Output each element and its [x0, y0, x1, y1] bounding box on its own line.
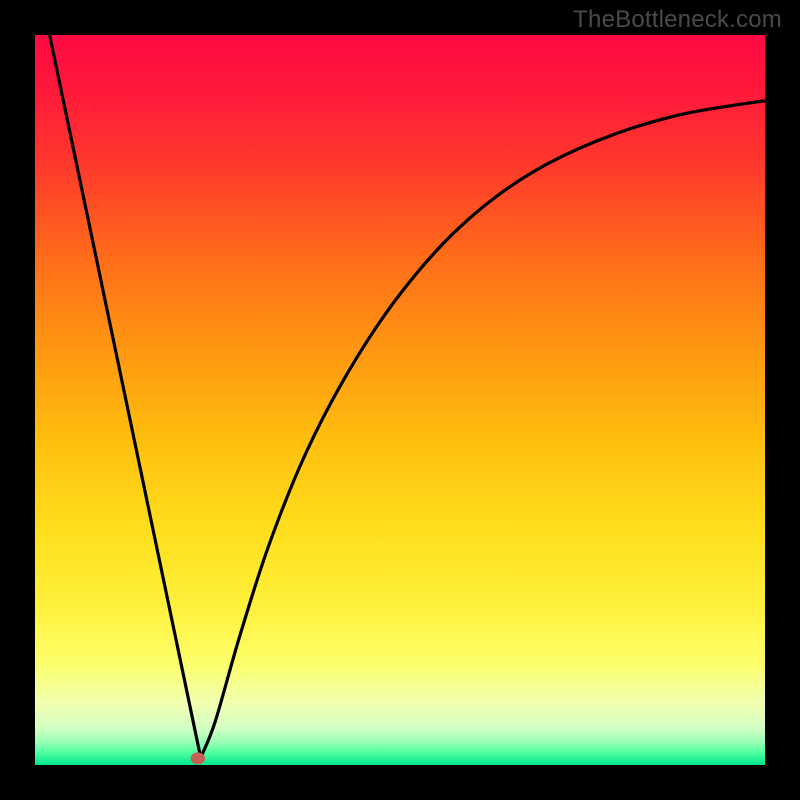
watermark-text: TheBottleneck.com	[573, 6, 782, 34]
plot-svg	[35, 35, 765, 765]
minimum-marker	[191, 752, 205, 764]
gradient-background	[35, 35, 765, 765]
plot-area	[35, 35, 765, 765]
chart-frame: TheBottleneck.com	[0, 0, 800, 800]
